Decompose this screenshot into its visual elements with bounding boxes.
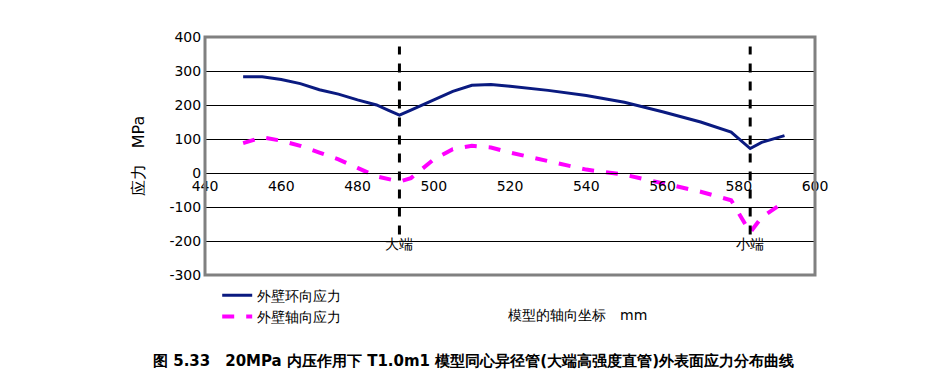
svg-text:-100: -100 — [169, 199, 201, 215]
svg-text:480: 480 — [344, 178, 371, 194]
svg-text:540: 540 — [573, 178, 600, 194]
svg-text:460: 460 — [268, 178, 295, 194]
svg-text:400: 400 — [174, 29, 201, 45]
svg-text:200: 200 — [174, 97, 201, 113]
svg-text:500: 500 — [420, 178, 447, 194]
svg-text:大端: 大端 — [385, 236, 413, 252]
svg-text:100: 100 — [174, 131, 201, 147]
svg-text:外壁轴向应力: 外壁轴向应力 — [257, 309, 341, 325]
svg-text:模型的轴向坐标 mm: 模型的轴向坐标 mm — [508, 307, 647, 323]
svg-text:-200: -200 — [169, 233, 201, 249]
svg-text:应力 MPa: 应力 MPa — [129, 116, 148, 197]
svg-text:300: 300 — [174, 63, 201, 79]
svg-text:小端: 小端 — [736, 236, 764, 252]
svg-text:0: 0 — [192, 165, 201, 181]
svg-text:440: 440 — [192, 178, 219, 194]
svg-text:-300: -300 — [169, 267, 201, 283]
svg-text:520: 520 — [497, 178, 524, 194]
svg-text:外壁环向应力: 外壁环向应力 — [257, 288, 341, 304]
svg-text:580: 580 — [725, 178, 752, 194]
svg-text:图 5.33 20MPa 内压作用下 T1.0m1 模型同心: 图 5.33 20MPa 内压作用下 T1.0m1 模型同心异径管(大端高强度直… — [153, 352, 794, 370]
svg-text:600: 600 — [802, 178, 829, 194]
svg-text:560: 560 — [649, 178, 676, 194]
